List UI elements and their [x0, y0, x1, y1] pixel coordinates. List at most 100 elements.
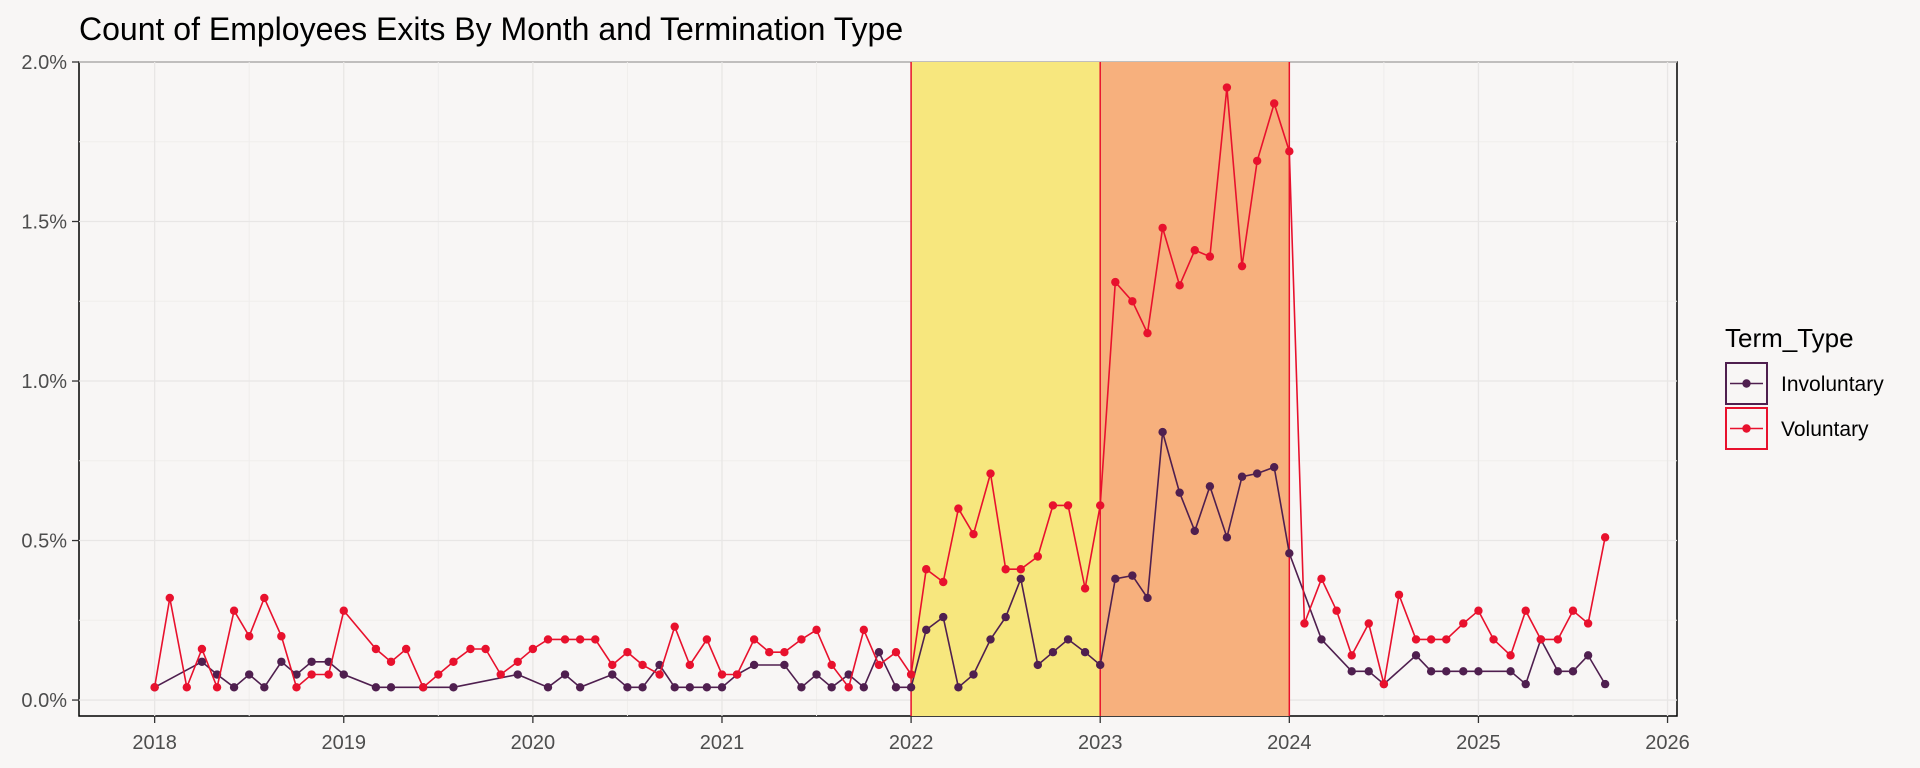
data-point-voluntary	[797, 635, 806, 644]
data-point-voluntary	[732, 670, 742, 679]
data-point-voluntary	[685, 660, 695, 670]
data-point-involuntary	[638, 683, 647, 692]
data-point-voluntary	[496, 670, 505, 679]
data-point-involuntary	[371, 683, 381, 692]
data-point-voluntary	[543, 635, 553, 644]
data-point-voluntary	[1033, 552, 1043, 561]
data-point-involuntary	[1347, 667, 1356, 676]
data-point-voluntary	[655, 670, 664, 679]
data-point-voluntary	[954, 504, 963, 513]
x-tick-label: 2023	[1078, 732, 1123, 754]
y-tick-label: 1.0%	[21, 371, 67, 393]
data-point-involuntary	[1285, 549, 1294, 558]
data-point-voluntary	[182, 683, 191, 692]
data-point-involuntary	[1143, 593, 1152, 603]
data-point-voluntary	[780, 647, 789, 657]
data-point-involuntary	[1600, 679, 1610, 689]
data-point-involuntary	[812, 670, 821, 679]
legend-label: Involuntary	[1781, 373, 1884, 396]
data-point-involuntary	[1033, 660, 1043, 670]
data-point-involuntary	[575, 683, 585, 692]
data-point-voluntary	[1332, 606, 1341, 615]
data-point-voluntary	[1016, 565, 1025, 574]
data-point-involuntary	[1252, 469, 1262, 478]
x-tick-label: 2021	[700, 732, 745, 754]
data-point-voluntary	[1158, 223, 1167, 233]
data-point-involuntary	[891, 683, 901, 692]
legend-item-involuntary: Involuntary	[1725, 362, 1884, 405]
data-point-involuntary	[292, 670, 301, 679]
data-point-involuntary	[277, 657, 286, 666]
data-point-involuntary	[386, 683, 396, 692]
data-point-involuntary	[1237, 472, 1247, 481]
data-point-voluntary	[1347, 651, 1356, 660]
data-point-involuntary	[1459, 667, 1468, 676]
data-point-voluntary	[575, 635, 585, 644]
data-point-voluntary	[292, 683, 301, 692]
x-tick-label: 2022	[889, 732, 934, 754]
data-point-voluntary	[1143, 328, 1152, 338]
data-point-voluntary	[1285, 147, 1294, 156]
data-point-voluntary	[1394, 590, 1404, 599]
data-point-voluntary	[449, 657, 458, 666]
y-tick-label: 0.5%	[21, 531, 67, 553]
y-tick-label: 0.0%	[21, 690, 67, 712]
axes: 2018 2019 2020 2021 2022 2023 2024 2025 2026 0.0%…	[21, 52, 1689, 754]
x-tick-label: 2020	[511, 732, 556, 754]
data-point-involuntary	[1111, 574, 1120, 584]
data-point-involuntary	[954, 683, 963, 692]
data-point-involuntary	[1568, 667, 1578, 676]
data-point-voluntary	[513, 657, 522, 666]
data-point-voluntary	[324, 670, 333, 679]
data-point-voluntary	[1252, 156, 1262, 166]
series-voluntary	[150, 83, 1610, 692]
data-point-voluntary	[212, 683, 222, 692]
data-point-voluntary	[670, 622, 679, 631]
data-point-involuntary	[1474, 667, 1483, 676]
data-point-voluntary	[277, 632, 286, 641]
data-point-voluntary	[906, 670, 916, 679]
chart-title: Count of Employees Exits By Month and Te…	[79, 11, 903, 47]
x-tick-label: 2025	[1456, 732, 1501, 754]
data-point-voluntary	[874, 660, 884, 670]
data-point-involuntary	[1128, 571, 1137, 580]
data-point-involuntary	[969, 670, 978, 679]
data-point-involuntary	[1553, 667, 1563, 676]
data-point-voluntary	[1411, 635, 1421, 644]
data-point-involuntary	[339, 670, 348, 679]
data-point-involuntary	[1222, 533, 1232, 542]
data-point-voluntary	[401, 644, 411, 654]
data-point-involuntary	[608, 670, 617, 679]
data-point-involuntary	[1175, 488, 1184, 497]
data-point-involuntary	[1506, 667, 1515, 676]
data-point-involuntary	[623, 683, 632, 692]
legend-label: Voluntary	[1781, 418, 1869, 441]
data-point-voluntary	[969, 529, 978, 539]
data-point-voluntary	[245, 632, 254, 641]
data-point-voluntary	[371, 644, 381, 654]
x-tick-label: 2018	[132, 732, 177, 754]
data-point-voluntary	[986, 469, 995, 478]
data-point-voluntary	[608, 660, 617, 670]
data-point-voluntary	[623, 647, 632, 657]
data-point-voluntary	[386, 657, 396, 666]
data-point-involuntary	[307, 657, 316, 666]
data-point-voluntary	[1001, 565, 1010, 574]
data-point-voluntary	[1222, 83, 1232, 92]
data-point-voluntary	[1489, 635, 1498, 644]
data-point-voluntary	[1317, 574, 1326, 584]
data-point-involuntary	[1158, 427, 1167, 437]
data-point-voluntary	[638, 660, 647, 670]
data-point-voluntary	[1536, 635, 1546, 644]
data-point-voluntary	[1190, 246, 1199, 255]
data-point-involuntary	[702, 683, 712, 692]
legend-item-voluntary: Voluntary	[1725, 407, 1869, 450]
data-point-involuntary	[1190, 526, 1199, 536]
data-point-voluntary	[434, 670, 443, 679]
y-tick-label: 1.5%	[21, 212, 67, 234]
data-point-voluntary	[702, 635, 712, 644]
data-point-involuntary	[780, 660, 789, 670]
data-point-voluntary	[560, 635, 570, 644]
data-point-voluntary	[1080, 584, 1090, 593]
